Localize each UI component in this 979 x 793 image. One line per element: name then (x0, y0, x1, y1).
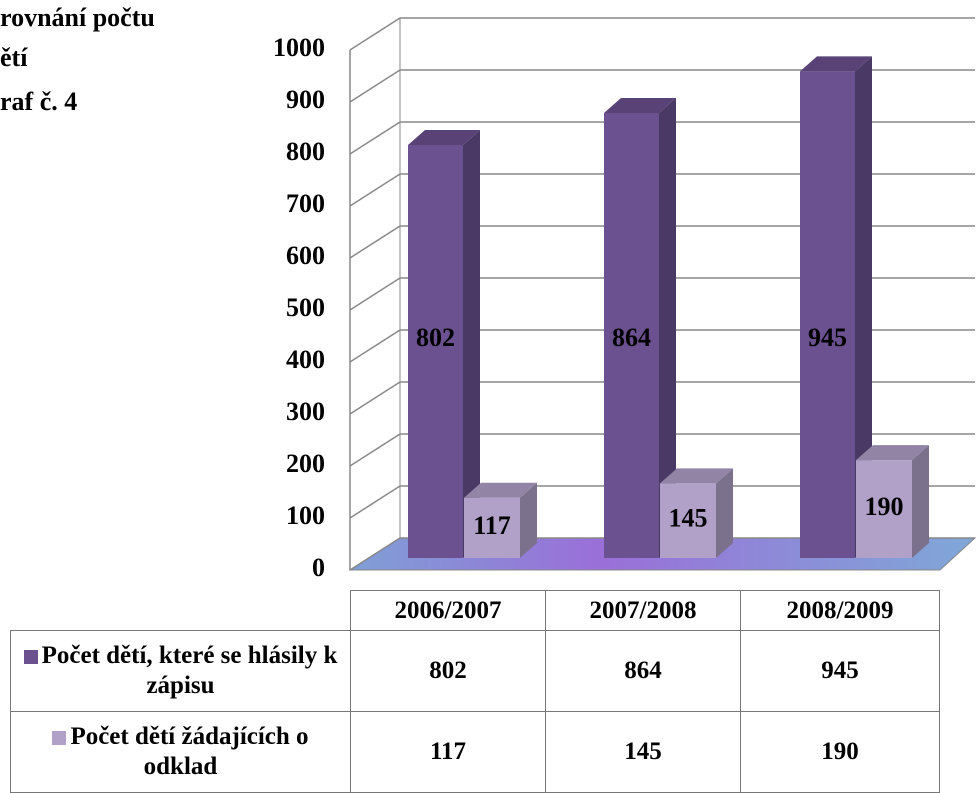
grid-line (349, 173, 975, 207)
table-value: 145 (545, 711, 741, 793)
title-line: rovnání počtu (0, 3, 155, 32)
grid-line (349, 381, 975, 415)
table-header: 2007/2008 (545, 590, 741, 631)
title-line: raf č. 4 (0, 87, 77, 116)
grid-line (349, 225, 975, 259)
data-label: 145 (669, 504, 708, 533)
data-label: 864 (612, 323, 651, 352)
bar-side (716, 468, 733, 558)
bar-top (856, 445, 929, 461)
data-label: 945 (808, 323, 847, 352)
bar-front (408, 144, 463, 558)
table-header: 2006/2007 (350, 590, 546, 631)
grid-line (349, 277, 975, 311)
bar-top (464, 482, 537, 498)
bar-side (659, 98, 676, 558)
y-tick-label: 1000 (273, 33, 325, 62)
legend-cell: Počet dětí žádajících o odklad (10, 711, 351, 793)
y-tick-label: 500 (286, 293, 325, 322)
bar (660, 468, 733, 558)
bar-side (463, 129, 480, 558)
bar-side (912, 445, 929, 558)
table-value: 864 (545, 630, 741, 712)
bar-front (856, 460, 912, 558)
legend-entry: Počet dětí žádajících o odklad (15, 722, 346, 782)
bar (800, 56, 872, 558)
bar-front (604, 113, 659, 558)
bar (856, 445, 929, 558)
grid-line (349, 121, 975, 155)
grid-line (349, 329, 975, 363)
table-header: 2008/2009 (740, 590, 940, 631)
grid-line (349, 485, 975, 519)
y-tick-label: 300 (286, 397, 325, 426)
bar-top (604, 98, 676, 114)
legend-label: Počet dětí žádajících o odklad (70, 723, 309, 780)
bar-front (660, 483, 716, 558)
data-label: 117 (473, 511, 511, 540)
data-label: 190 (865, 492, 904, 521)
y-tick-label: 600 (286, 241, 325, 270)
y-tick-label: 700 (286, 189, 325, 218)
y-tick-label: 800 (286, 137, 325, 166)
bar-top (800, 56, 872, 72)
table-value: 945 (740, 630, 940, 712)
data-label: 802 (416, 323, 455, 352)
y-tick-label: 200 (286, 449, 325, 478)
y-tick-label: 0 (312, 553, 325, 582)
legend-swatch (52, 731, 67, 746)
table-value: 117 (350, 711, 546, 793)
bar (464, 482, 537, 558)
bar-front (800, 71, 855, 558)
y-tick-label: 900 (286, 85, 325, 114)
grid-line (349, 69, 975, 103)
bar (408, 129, 480, 558)
table-value: 190 (740, 711, 940, 793)
legend-entry: Počet dětí, které se hlásily k zápisu (15, 641, 346, 701)
legend-swatch (23, 650, 38, 665)
title-line: ětí (0, 43, 28, 72)
legend-label: Počet dětí, které se hlásily k zápisu (41, 642, 338, 699)
grid-line (349, 537, 975, 571)
legend-cell: Počet dětí, které se hlásily k zápisu (10, 630, 351, 712)
bar (604, 98, 676, 558)
bar-top (408, 129, 480, 145)
bar-top (660, 468, 733, 484)
table-value: 802 (350, 630, 546, 712)
bar-side (855, 56, 872, 558)
grid-line (349, 433, 975, 467)
bar-front (464, 497, 520, 558)
y-tick-label: 100 (286, 501, 325, 530)
grid-line (349, 17, 975, 51)
y-tick-label: 400 (286, 345, 325, 374)
bar-side (520, 482, 537, 558)
